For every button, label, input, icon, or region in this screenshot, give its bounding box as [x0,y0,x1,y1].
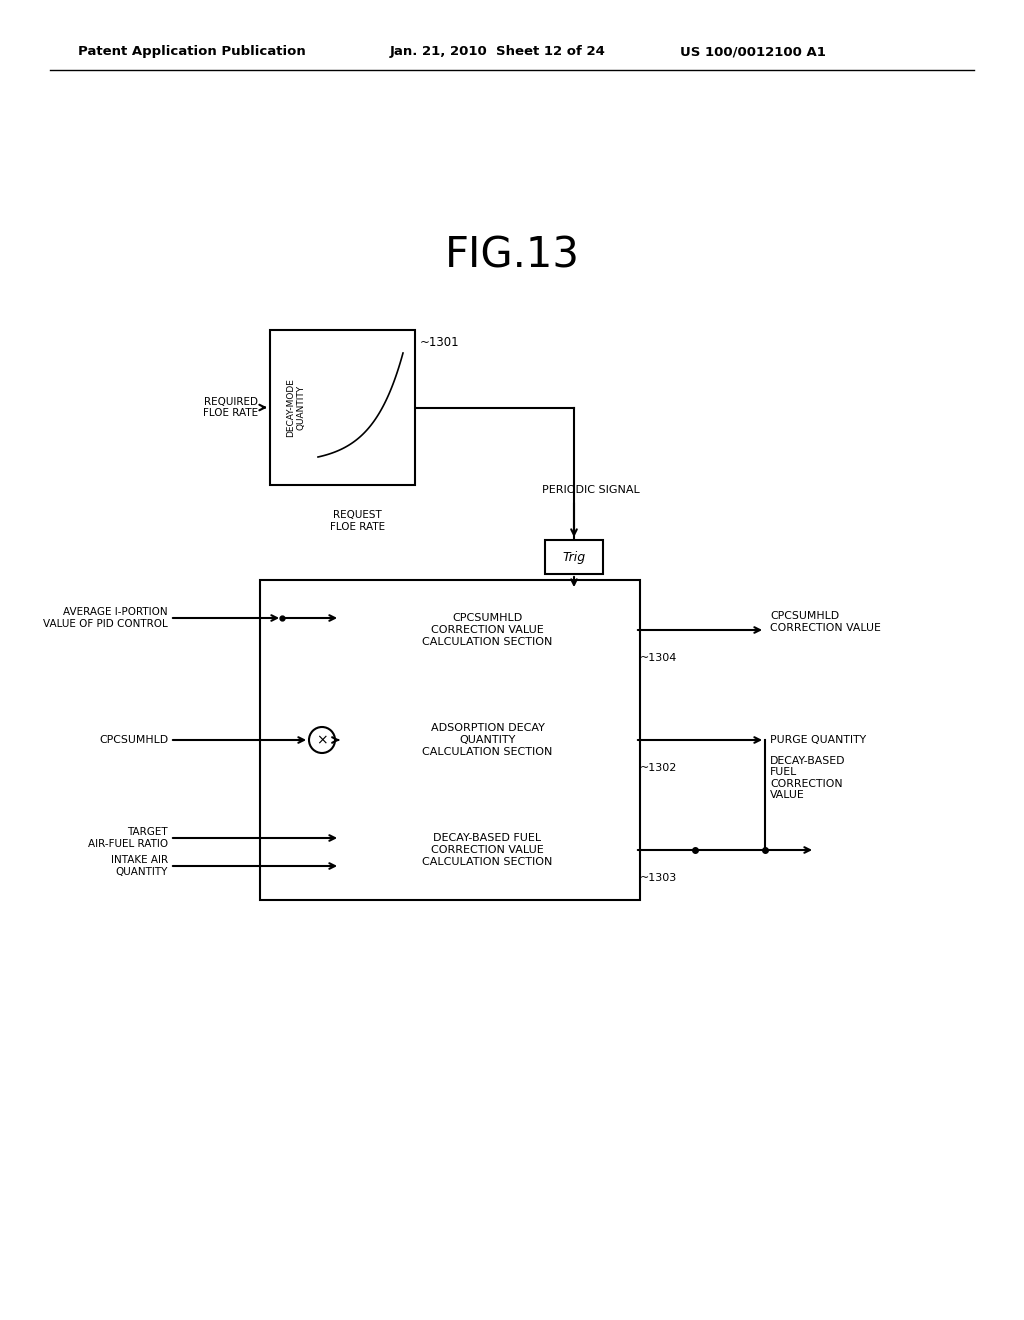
Text: US 100/0012100 A1: US 100/0012100 A1 [680,45,826,58]
Text: ADSORPTION DECAY
QUANTITY
CALCULATION SECTION: ADSORPTION DECAY QUANTITY CALCULATION SE… [422,723,553,756]
Text: ×: × [316,733,328,747]
Bar [260,579,640,900]
Text: FIG.13: FIG.13 [444,234,580,276]
Bar [340,810,635,890]
Text: CPCSUMHLD: CPCSUMHLD [99,735,168,744]
Text: TARGET
AIR-FUEL RATIO: TARGET AIR-FUEL RATIO [88,828,168,849]
Text: DECAY-MODE
QUANTITY: DECAY-MODE QUANTITY [287,378,306,437]
Bar [270,330,415,484]
Text: Jan. 21, 2010  Sheet 12 of 24: Jan. 21, 2010 Sheet 12 of 24 [390,45,606,58]
Text: CPCSUMHLD
CORRECTION VALUE: CPCSUMHLD CORRECTION VALUE [770,611,881,632]
Text: PERIODIC SIGNAL: PERIODIC SIGNAL [542,484,640,495]
Bar [545,540,603,574]
Text: ~1301: ~1301 [420,335,460,348]
Text: ~1302: ~1302 [640,763,677,774]
Bar [340,590,635,671]
Text: INTAKE AIR
QUANTITY: INTAKE AIR QUANTITY [111,855,168,876]
Text: AVERAGE I-PORTION
VALUE OF PID CONTROL: AVERAGE I-PORTION VALUE OF PID CONTROL [43,607,168,628]
Text: ~1303: ~1303 [640,873,677,883]
Text: ~1304: ~1304 [640,653,677,663]
Text: REQUIRED
FLOE RATE: REQUIRED FLOE RATE [203,397,258,418]
Text: CPCSUMHLD
CORRECTION VALUE
CALCULATION SECTION: CPCSUMHLD CORRECTION VALUE CALCULATION S… [422,614,553,647]
Text: REQUEST
FLOE RATE: REQUEST FLOE RATE [330,510,385,532]
Bar [340,700,635,780]
Text: PURGE QUANTITY: PURGE QUANTITY [770,735,866,744]
Text: DECAY-BASED FUEL
CORRECTION VALUE
CALCULATION SECTION: DECAY-BASED FUEL CORRECTION VALUE CALCUL… [422,833,553,867]
Text: Trig: Trig [562,550,586,564]
Text: Patent Application Publication: Patent Application Publication [78,45,306,58]
Text: DECAY-BASED
FUEL
CORRECTION
VALUE: DECAY-BASED FUEL CORRECTION VALUE [770,755,846,800]
